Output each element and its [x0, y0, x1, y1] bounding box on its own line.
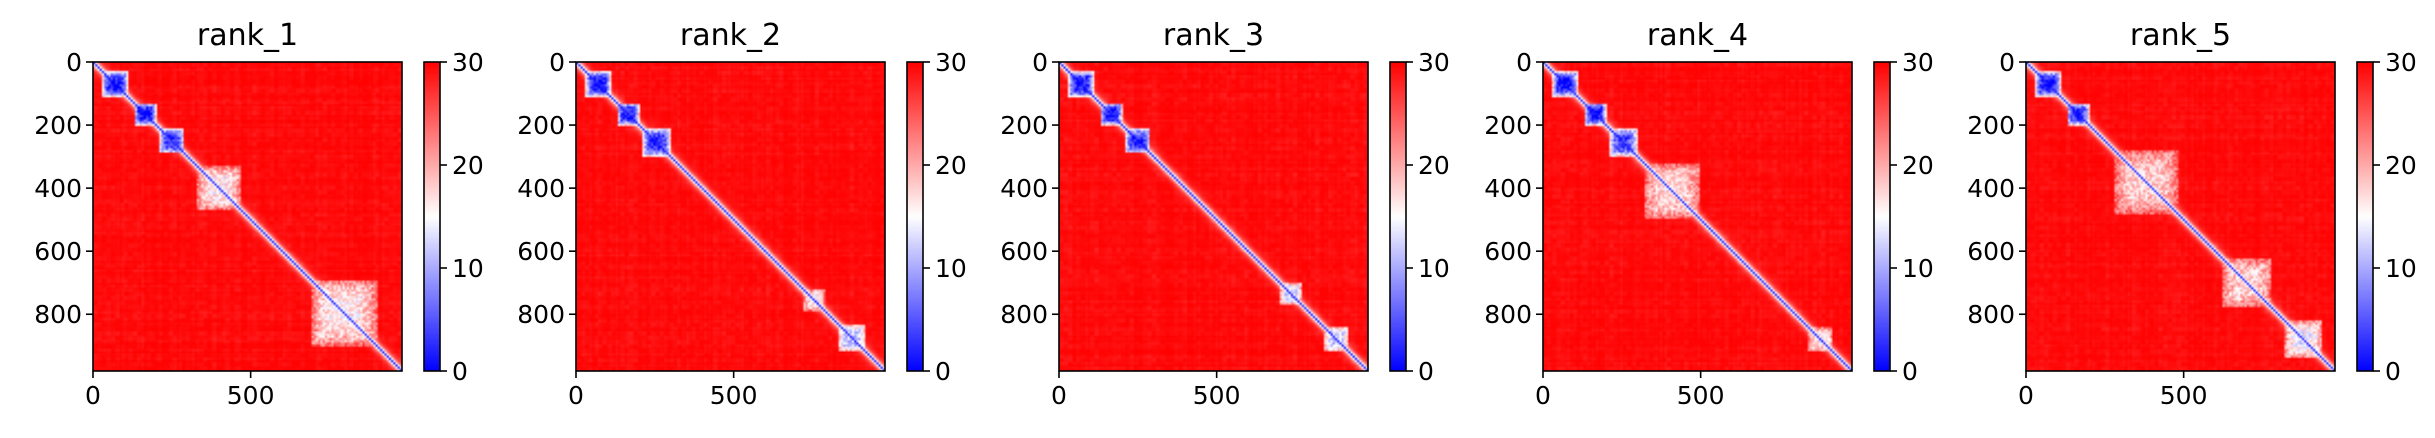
x-tick-label: 500 [227, 381, 275, 410]
y-tick-label: 400 [1000, 174, 1048, 203]
x-tick-label: 0 [85, 381, 101, 410]
pae-matrix [1543, 62, 1852, 371]
colorbar-tick-label: 30 [935, 48, 967, 77]
colorbar-frame [2356, 61, 2374, 372]
colorbar-tick-label: 20 [452, 151, 484, 180]
y-tick-label: 800 [517, 300, 565, 329]
x-tick-label: 0 [1535, 381, 1551, 410]
panel-title: rank_5 [2130, 18, 2231, 53]
x-tick-label: 500 [2160, 381, 2208, 410]
colorbar-tick-label: 0 [452, 357, 468, 386]
y-tick-label: 600 [517, 237, 565, 266]
colorbar-tick-label: 10 [452, 254, 484, 283]
colorbar-tick-label: 0 [2385, 357, 2401, 386]
y-tick-label: 600 [34, 237, 82, 266]
colorbar-tick-label: 10 [1902, 254, 1934, 283]
panel-title: rank_3 [1163, 18, 1264, 53]
colorbar-gradient [424, 62, 440, 371]
colorbar-gradient [1874, 62, 1890, 371]
y-tick-label: 0 [1032, 48, 1048, 77]
y-tick-label: 400 [1484, 174, 1532, 203]
y-tick-label: 400 [34, 174, 82, 203]
y-tick-label: 200 [1484, 111, 1532, 140]
colorbar-tick-label: 0 [1418, 357, 1434, 386]
axes-frame [1058, 61, 1369, 372]
pae-matrix [93, 62, 402, 371]
colorbar-frame [906, 61, 924, 372]
colorbar-tick-label: 30 [2385, 48, 2417, 77]
y-tick-label: 600 [1484, 237, 1532, 266]
y-tick-label: 200 [1967, 111, 2015, 140]
x-tick-label: 500 [1193, 381, 1241, 410]
y-tick-label: 0 [66, 48, 82, 77]
y-tick-label: 0 [1516, 48, 1532, 77]
colorbar-tick-label: 10 [1418, 254, 1450, 283]
colorbar-tick-label: 30 [452, 48, 484, 77]
y-tick-label: 800 [1000, 300, 1048, 329]
axes-frame [1542, 61, 1853, 372]
y-tick-label: 400 [1967, 174, 2015, 203]
colorbar-tick-label: 20 [1418, 151, 1450, 180]
colorbar-frame [1389, 61, 1407, 372]
heatmap-panel-5: rank_5 0 200 400 600 800 0 500 0 10 20 30 [1967, 18, 2417, 410]
x-tick-label: 500 [1677, 381, 1725, 410]
pae-matrix [576, 62, 885, 371]
heatmap-panel-3: rank_3 0 200 400 600 800 0 500 0 10 20 30 [1000, 18, 1450, 410]
y-tick-label: 200 [517, 111, 565, 140]
x-tick-label: 0 [568, 381, 584, 410]
pae-matrix [2026, 62, 2335, 371]
y-tick-label: 800 [1484, 300, 1532, 329]
colorbar-tick-label: 30 [1418, 48, 1450, 77]
y-tick-label: 800 [1967, 300, 2015, 329]
y-tick-label: 400 [517, 174, 565, 203]
axes-frame [2025, 61, 2336, 372]
heatmap-panel-1: rank_1 0 200 400 600 800 0 500 0 10 20 30 [34, 18, 484, 410]
colorbar-tick-label: 20 [935, 151, 967, 180]
x-tick-label: 0 [1051, 381, 1067, 410]
colorbar-tick-label: 10 [2385, 254, 2417, 283]
colorbar-tick-label: 0 [935, 357, 951, 386]
heatmap-panel-4: rank_4 0 200 400 600 800 0 500 0 10 20 30 [1484, 18, 1934, 410]
pae-matrix [1059, 62, 1368, 371]
y-tick-label: 200 [1000, 111, 1048, 140]
y-tick-label: 0 [549, 48, 565, 77]
y-tick-label: 800 [34, 300, 82, 329]
heatmap-panel-2: rank_2 0 200 400 600 800 0 500 0 10 20 30 [517, 18, 967, 410]
colorbar-tick-label: 20 [2385, 151, 2417, 180]
x-tick-label: 500 [710, 381, 758, 410]
y-tick-label: 600 [1967, 237, 2015, 266]
axes-frame [575, 61, 886, 372]
colorbar-gradient [2357, 62, 2373, 371]
colorbar-gradient [1390, 62, 1406, 371]
colorbar-tick-label: 0 [1902, 357, 1918, 386]
panel-title: rank_4 [1647, 18, 1748, 53]
colorbar-tick-label: 20 [1902, 151, 1934, 180]
y-tick-label: 0 [1999, 48, 2015, 77]
colorbar-tick-label: 30 [1902, 48, 1934, 77]
colorbar-gradient [907, 62, 923, 371]
colorbar-tick-label: 10 [935, 254, 967, 283]
panel-title: rank_1 [197, 18, 298, 53]
colorbar-frame [1873, 61, 1891, 372]
y-tick-label: 600 [1000, 237, 1048, 266]
axes-frame [92, 61, 403, 372]
y-tick-label: 200 [34, 111, 82, 140]
x-tick-label: 0 [2018, 381, 2034, 410]
panel-title: rank_2 [680, 18, 781, 53]
colorbar-frame [423, 61, 441, 372]
